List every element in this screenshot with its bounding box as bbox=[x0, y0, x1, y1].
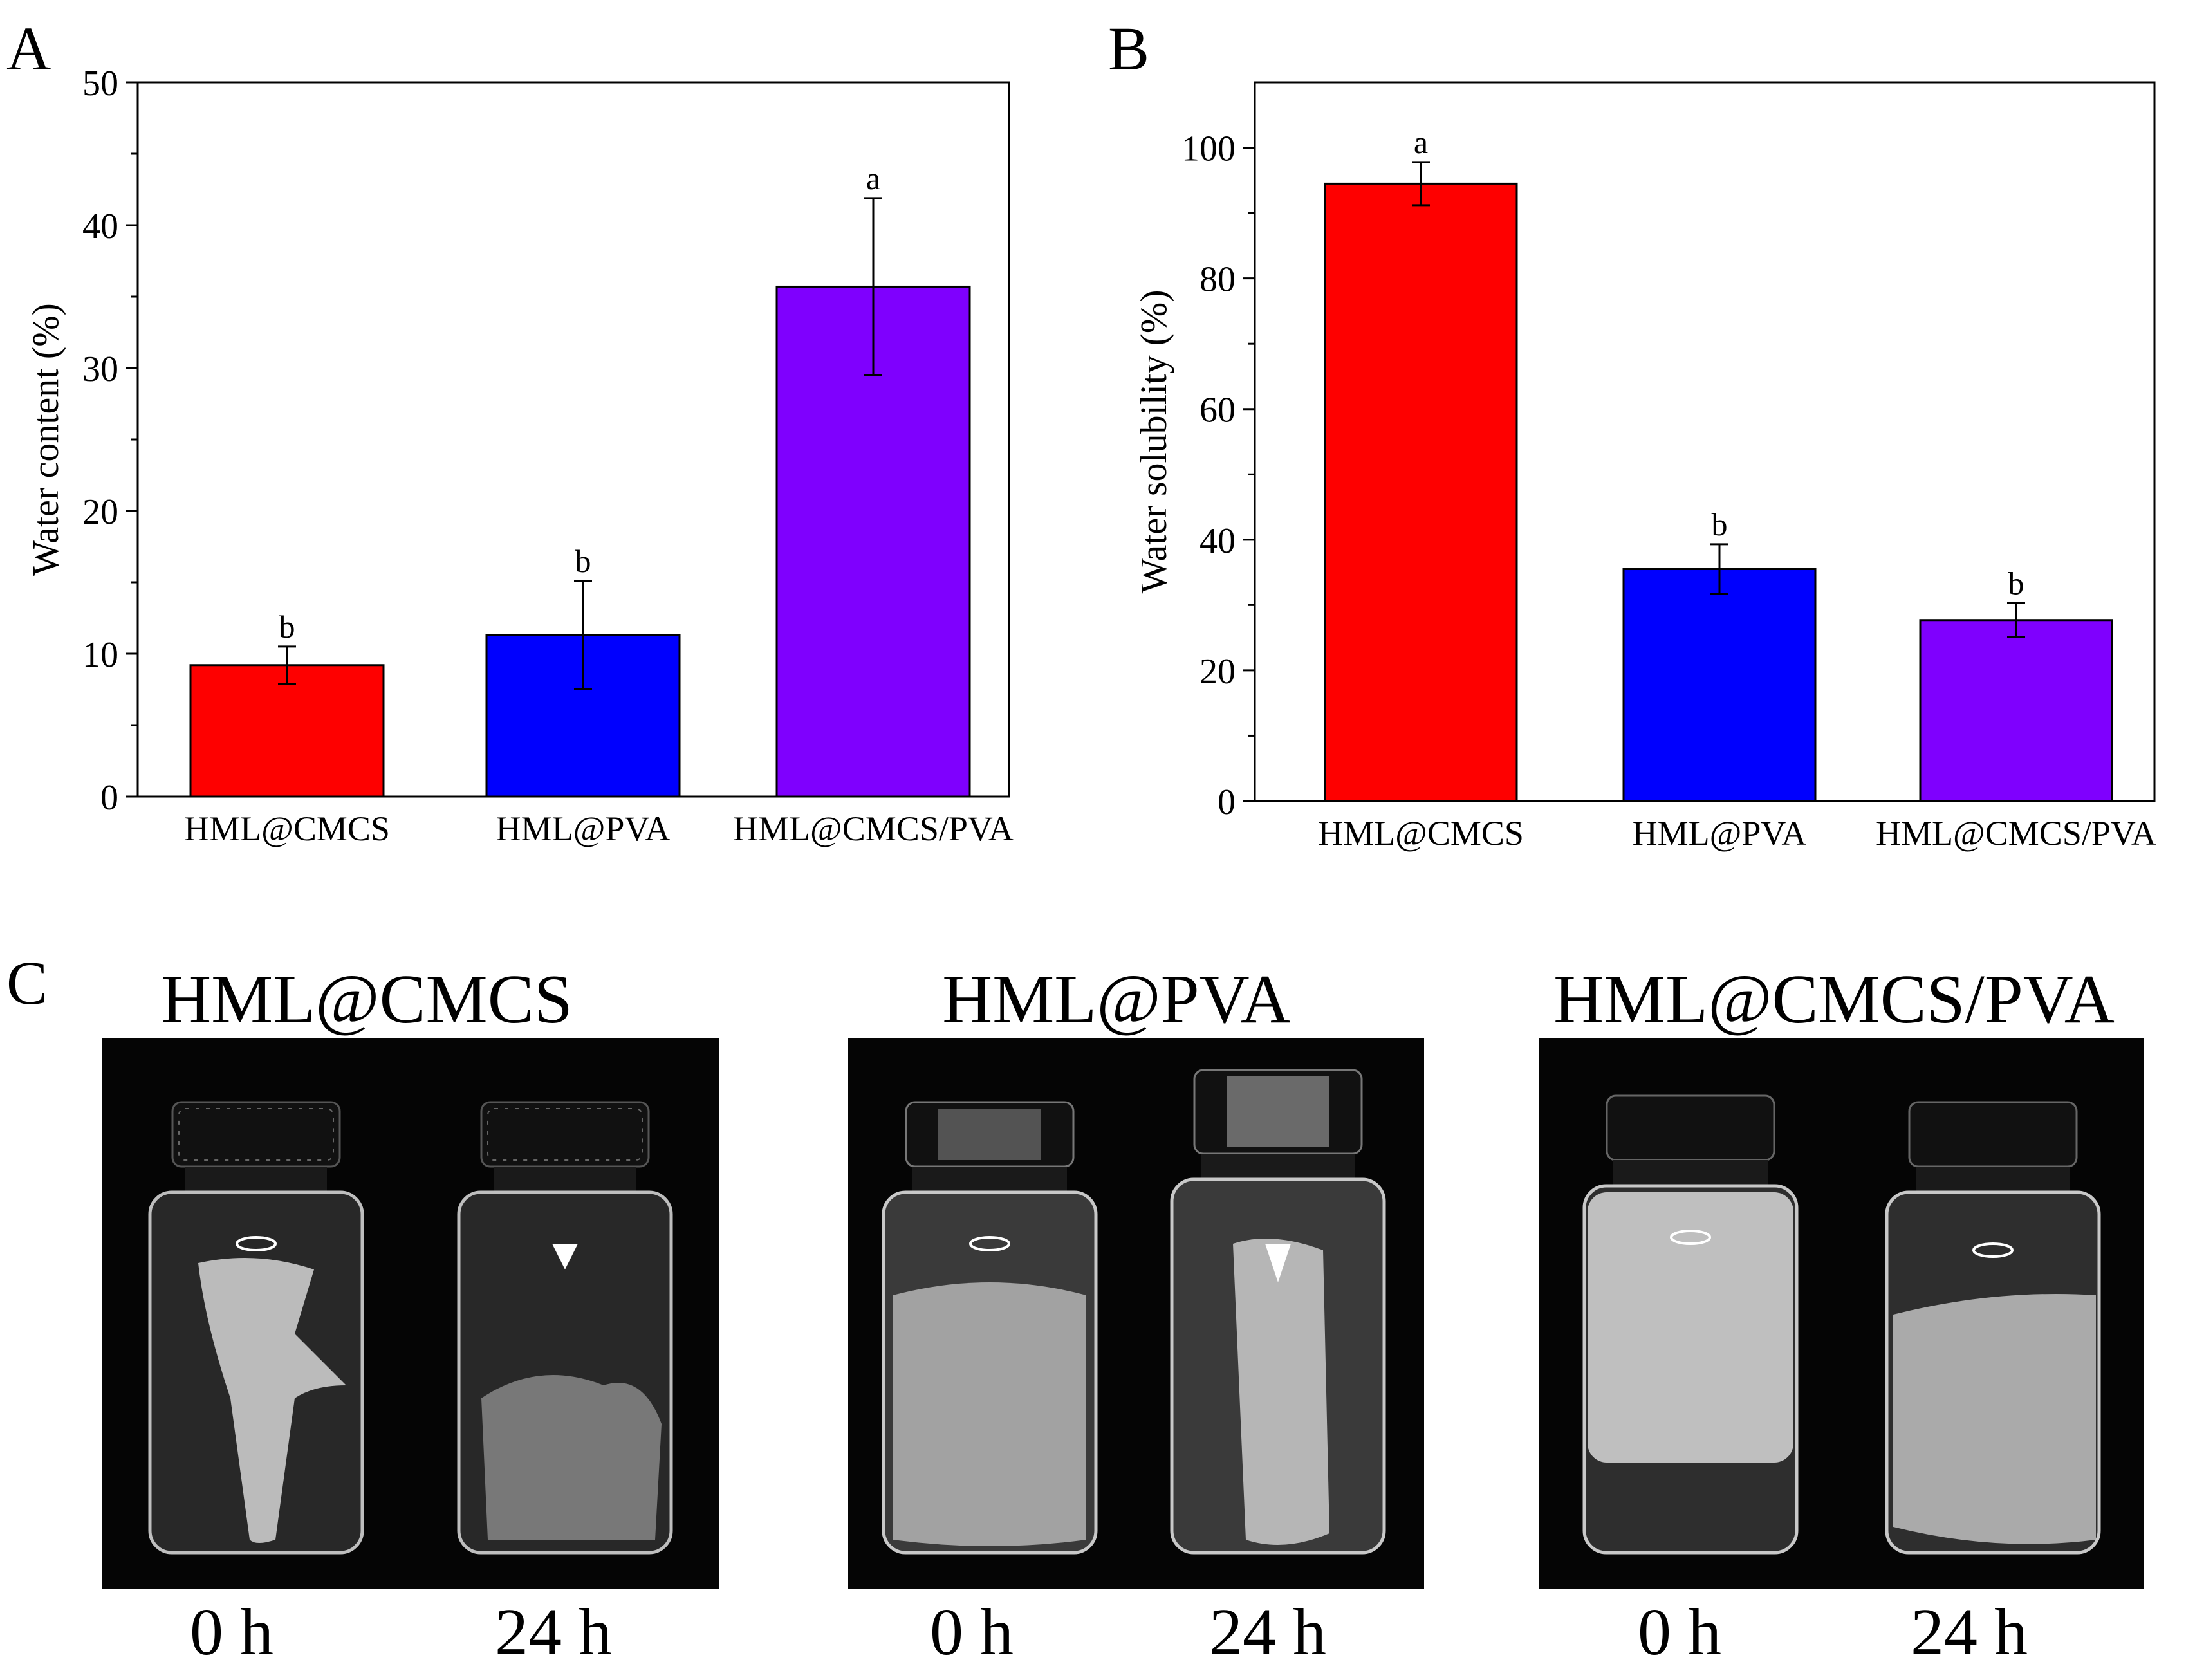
y-axis-label: Water content (%) bbox=[24, 303, 66, 576]
y-tick-label: 40 bbox=[82, 207, 118, 246]
significance-label: b bbox=[575, 543, 591, 579]
water-solubility-chart: 0 20 40 60 80 100 Water solubility (%) a HML@CMC… bbox=[1133, 81, 2156, 853]
y-tick-label: 20 bbox=[82, 492, 118, 532]
bar bbox=[1622, 568, 1817, 802]
vial-image-0h bbox=[882, 1101, 1098, 1555]
y-tick-label: 50 bbox=[82, 64, 118, 104]
x-tick-label: HML@CMCS bbox=[1318, 814, 1524, 853]
x-tick-label: HML@CMCS/PVA bbox=[733, 809, 1014, 848]
panel-label-b: B bbox=[1108, 14, 1150, 83]
time-label-pva-0h: 0 h bbox=[930, 1595, 1014, 1669]
y-axis-label: Water solubility (%) bbox=[1133, 290, 1174, 593]
y-tick-label: 0 bbox=[100, 778, 118, 818]
bar bbox=[1324, 182, 1518, 802]
x-tick-label: HML@CMCS bbox=[184, 809, 390, 848]
significance-label: a bbox=[1414, 124, 1428, 160]
time-label-cmcs-0h: 0 h bbox=[190, 1595, 273, 1669]
vial-image-24h bbox=[1170, 1069, 1386, 1555]
vial-photo-cmcs bbox=[102, 1038, 719, 1589]
y-tick-label: 0 bbox=[1218, 782, 1236, 822]
time-label-cmcs-pva-0h: 0 h bbox=[1638, 1595, 1721, 1669]
significance-label: b bbox=[279, 609, 295, 645]
x-tick-label: HML@PVA bbox=[1633, 814, 1807, 853]
time-label-cmcs-24h: 24 h bbox=[495, 1595, 612, 1669]
y-tick-label: 60 bbox=[1199, 391, 1236, 430]
panel-label-c: C bbox=[6, 948, 48, 1017]
time-label-pva-24h: 24 h bbox=[1209, 1595, 1326, 1669]
vial-image-24h bbox=[457, 1101, 673, 1555]
y-tick-label: 10 bbox=[82, 635, 118, 675]
vial-photo-cmcs-pva bbox=[1539, 1038, 2144, 1589]
photo-title-cmcs-pva: HML@CMCS/PVA bbox=[1553, 961, 2115, 1038]
y-tick-label: 80 bbox=[1199, 260, 1236, 300]
significance-label: a bbox=[866, 160, 880, 196]
panel-label-a: A bbox=[6, 14, 51, 83]
y-tick-label: 20 bbox=[1199, 652, 1236, 692]
y-tick-label: 30 bbox=[82, 349, 118, 389]
significance-label: b bbox=[1712, 506, 1728, 542]
vial-photo-pva bbox=[848, 1038, 1424, 1589]
x-tick-label: HML@PVA bbox=[496, 809, 671, 848]
bar bbox=[1919, 619, 2113, 802]
photo-title-pva: HML@PVA bbox=[942, 961, 1291, 1038]
vial-image-0h bbox=[148, 1101, 364, 1555]
y-tick-label: 40 bbox=[1199, 521, 1236, 561]
bar bbox=[189, 664, 385, 798]
photo-title-cmcs: HML@CMCS bbox=[161, 961, 573, 1038]
vial-image-0h bbox=[1582, 1094, 1799, 1555]
vial-image-24h bbox=[1885, 1101, 2101, 1555]
time-label-cmcs-pva-24h: 24 h bbox=[1911, 1595, 2028, 1669]
y-tick-label: 100 bbox=[1181, 129, 1236, 169]
water-content-chart: 0 10 20 30 40 50 Water content (%) b HML@CMCS b HM… bbox=[24, 64, 1014, 848]
significance-label: b bbox=[2008, 565, 2024, 601]
x-tick-label: HML@CMCS/PVA bbox=[1876, 814, 2156, 853]
